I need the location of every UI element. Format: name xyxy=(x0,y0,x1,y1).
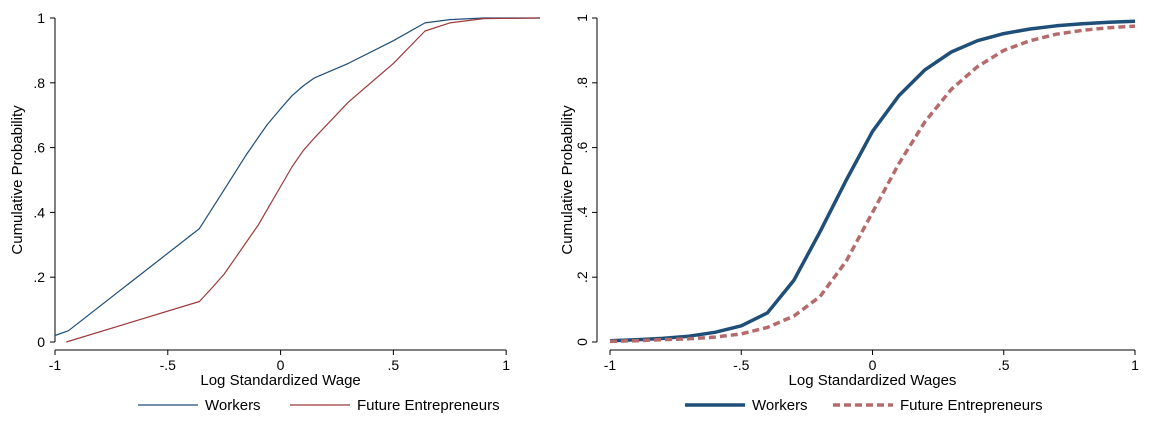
y-tick-label: 1 xyxy=(37,10,45,26)
chart-panel-2: -1 -.5 0 .5 1 0 .2 .4 .6 .8 1 Log Standardized Wage… xyxy=(559,14,1139,414)
x-tick-label: -.5 xyxy=(160,357,177,373)
x-tick-label: .5 xyxy=(998,357,1010,373)
y-axis-label: Cumulative Probability xyxy=(559,105,576,255)
y-tick-label: .4 xyxy=(33,204,45,220)
x-tick-label: 1 xyxy=(1131,357,1139,373)
x-tick-label: 0 xyxy=(869,357,877,373)
series-line-1 xyxy=(609,19,1136,343)
series-line-2 xyxy=(66,17,541,343)
y-tick-label: .6 xyxy=(33,140,45,156)
x-axis-label: Log Standardized Wage xyxy=(200,372,360,389)
x-tick-label: .5 xyxy=(388,357,400,373)
series-line-2 xyxy=(609,24,1136,344)
y-axis-label: Cumulative Probability xyxy=(9,105,26,255)
x-tick-label: -1 xyxy=(604,357,617,373)
y-tick-label: 0 xyxy=(37,334,45,350)
x-axis-label: Log Standardized Wages xyxy=(789,372,957,389)
legend-label: Future Entrepreneurs xyxy=(900,397,1043,414)
series-line-1 xyxy=(54,17,540,337)
y-tick-label: 0 xyxy=(574,338,590,346)
y-tick-label: .4 xyxy=(574,206,590,218)
x-tick-label: -.5 xyxy=(733,357,750,373)
x-tick-label: 0 xyxy=(277,357,285,373)
x-tick-label: -1 xyxy=(49,357,62,373)
y-tick-label: .8 xyxy=(33,75,45,91)
x-tick-label: 1 xyxy=(502,357,510,373)
legend-label: Workers xyxy=(205,397,261,414)
legend-label: Future Entrepreneurs xyxy=(357,397,500,414)
y-tick-label: .8 xyxy=(574,77,590,89)
y-tick-label: .2 xyxy=(33,269,45,285)
legend-label: Workers xyxy=(752,397,808,414)
y-tick-label: .6 xyxy=(574,142,590,154)
y-tick-label: 1 xyxy=(574,14,590,22)
chart-panel-1: -1 -.5 0 .5 1 0 .2 .4 .6 .8 1 Log Standardized Wage… xyxy=(9,10,541,414)
y-tick-label: .2 xyxy=(574,271,590,283)
